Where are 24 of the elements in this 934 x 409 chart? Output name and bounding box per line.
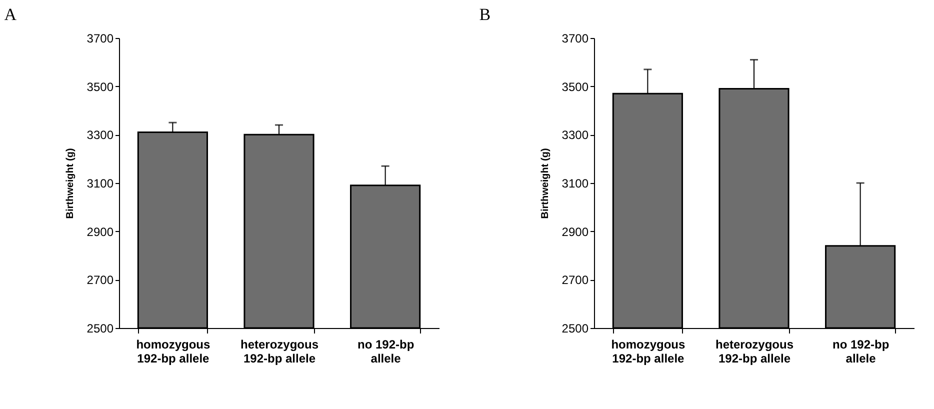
x-tick-label: homozygous 192-bp allele <box>611 338 686 366</box>
y-axis-title: Birthweight (g) <box>540 148 551 219</box>
y-tick-label: 2700 <box>86 273 114 288</box>
x-tick-label: homozygous 192-bp allele <box>136 338 211 366</box>
y-tick-label: 2500 <box>562 322 589 336</box>
y-tick-label: 3500 <box>562 80 589 94</box>
y-tick-label: 3300 <box>86 128 114 142</box>
y-tick-label: 3300 <box>562 128 589 142</box>
y-axis-title: Birthweight (g) <box>64 148 76 219</box>
y-tick-label: 2700 <box>562 273 589 288</box>
x-tick-label: heterozygous 192-bp allele <box>240 338 319 366</box>
y-tick-label: 2500 <box>86 322 114 336</box>
y-tick-label: 2900 <box>562 224 589 239</box>
y-tick-label: 3500 <box>86 80 114 94</box>
y-tick-label: 2900 <box>86 224 114 239</box>
chart-title: B <box>479 5 491 24</box>
chart-title: A <box>4 5 18 24</box>
y-tick-label: 3100 <box>562 176 589 190</box>
x-tick-label: no 192-bp allele <box>357 338 414 366</box>
y-tick-label: 3100 <box>86 176 114 190</box>
x-tick-label: heterozygous 192-bp allele <box>715 338 794 366</box>
x-tick-label: no 192-bp allele <box>832 338 890 366</box>
y-tick-label: 3700 <box>86 32 114 46</box>
y-tick-label: 3700 <box>562 32 589 46</box>
